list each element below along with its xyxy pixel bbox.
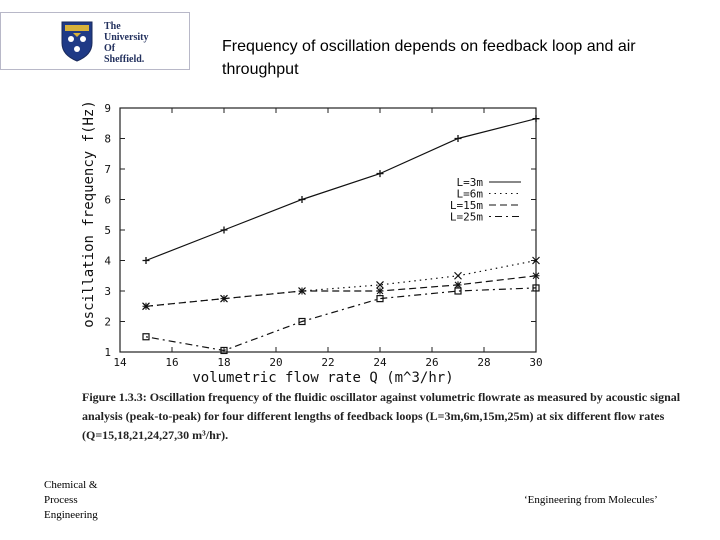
- footer-department: Chemical & Process Engineering: [44, 478, 98, 523]
- plot-frame: [119, 107, 537, 353]
- y-tick-label: 8: [104, 133, 111, 146]
- slide-title: Frequency of oscillation depends on feed…: [222, 38, 636, 78]
- y-tick-label: 9: [104, 102, 111, 115]
- data-point-marker: [376, 295, 384, 303]
- series-l-3m: [142, 115, 540, 264]
- data-point-marker: [220, 346, 228, 355]
- university-name-line: University: [104, 32, 149, 43]
- series-l-6m: [142, 256, 540, 311]
- series-line: [145, 275, 537, 307]
- data-point-marker: [376, 280, 384, 289]
- crest-icon: [61, 21, 93, 62]
- y-axis-label: oscillation frequency f(Hz): [81, 102, 97, 328]
- legend-label: L=6m: [457, 188, 484, 201]
- data-point-marker: [376, 170, 384, 178]
- footer-department-line: Engineering: [44, 509, 98, 521]
- data-point-marker: [298, 196, 306, 203]
- data-point-marker: [142, 302, 150, 310]
- data-point-marker: [298, 287, 306, 295]
- y-tick-label: 7: [104, 163, 111, 176]
- line-chart: 14 16 18 20 22 24 26 28 30 1 2 3 4 5 6 7 8 9 L=3mL=6mL=15…: [81, 100, 543, 386]
- data-point-marker: [142, 333, 150, 341]
- y-tick-label: 2: [104, 316, 111, 329]
- y-tick-label: 3: [104, 285, 111, 298]
- university-name-line: The: [104, 21, 121, 32]
- university-logo: The University Of Sheffield.: [0, 12, 190, 70]
- x-tick-label: 26: [425, 356, 438, 369]
- legend-label: L=3m: [457, 176, 484, 189]
- data-point-marker: [532, 284, 540, 292]
- chart-figure: 14 16 18 20 22 24 26 28 30 1 2 3 4 5 6 7 8 9 L=3m L=6m L=15…: [80, 100, 560, 392]
- y-tick-label: 1: [104, 346, 111, 359]
- data-point-marker: [376, 287, 384, 295]
- data-point-marker: [532, 115, 540, 123]
- x-tick-label: 14: [113, 356, 127, 369]
- y-tick-label: 4: [104, 255, 111, 268]
- series-line: [145, 118, 537, 262]
- figure-caption: Figure 1.3.3: Oscillation frequency of t…: [82, 388, 682, 445]
- series-l-25m: [142, 284, 540, 355]
- footer-slogan: ‘Engineering from Molecules’: [524, 494, 658, 506]
- footer-department-line: Chemical &: [44, 479, 98, 491]
- caption-label: Figure 1.3.3:: [82, 390, 147, 404]
- data-point-marker: [220, 295, 228, 303]
- data-point-marker: [532, 256, 540, 265]
- footer-department-line: Process: [44, 494, 78, 506]
- data-point-marker: [454, 281, 462, 289]
- legend-label: L=25m: [450, 211, 483, 224]
- data-point-marker: [454, 271, 462, 280]
- x-tick-label: 28: [477, 356, 490, 369]
- x-tick-label: 30: [529, 356, 542, 369]
- x-axis-label: volumetric flow rate Q (m^3/hr): [192, 370, 453, 386]
- series-line: [145, 259, 537, 307]
- series-l-15m: [142, 272, 540, 310]
- series-line: [145, 287, 537, 352]
- x-tick-label: 20: [269, 356, 282, 369]
- x-tick-label: 24: [373, 356, 387, 369]
- data-point-marker: [532, 272, 540, 280]
- data-point-marker: [298, 317, 306, 326]
- data-point-marker: [142, 257, 150, 264]
- y-tick-label: 6: [104, 194, 111, 207]
- y-tick-label: 5: [104, 224, 111, 237]
- caption-text: Oscillation frequency of the fluidic osc…: [82, 390, 681, 442]
- data-point-marker: [454, 135, 462, 142]
- data-point-marker: [220, 226, 228, 234]
- legend-label: L=15m: [450, 199, 483, 212]
- x-tick-label: 18: [217, 356, 230, 369]
- university-name-line: Of: [104, 43, 116, 54]
- data-point-marker: [454, 287, 462, 295]
- x-tick-label: 22: [321, 356, 334, 369]
- university-name-line: Sheffield.: [104, 54, 145, 65]
- x-tick-label: 16: [165, 356, 178, 369]
- university-name: The University Of Sheffield.: [104, 21, 148, 65]
